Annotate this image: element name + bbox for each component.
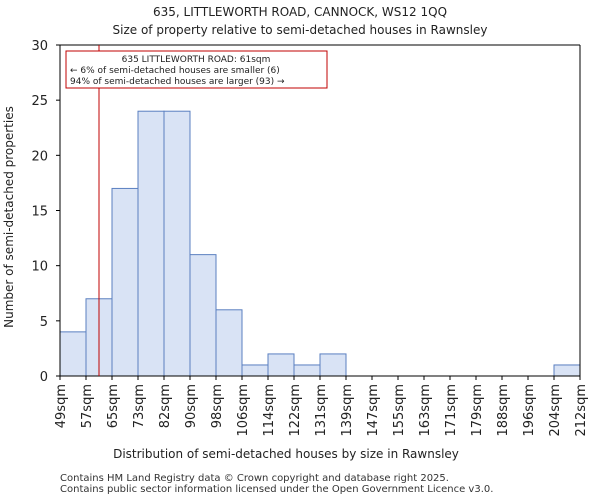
- y-tick-label: 5: [40, 315, 48, 330]
- annotation-box: 635 LITTLEWORTH ROAD: 61sqm ← 6% of semi…: [65, 50, 328, 89]
- annotation-border: [65, 50, 328, 89]
- annotation-line-2: ← 6% of semi-detached houses are smaller…: [70, 66, 280, 76]
- histogram-bar: [59, 331, 87, 377]
- y-tick-label: 20: [31, 149, 48, 164]
- x-tick-label: 49sqm: [54, 384, 69, 428]
- x-tick-label: 90sqm: [184, 384, 199, 428]
- x-tick-label: 122sqm: [288, 384, 303, 437]
- y-tick-label: 25: [31, 94, 48, 109]
- histogram-bar: [553, 364, 581, 377]
- x-tick-label: 73sqm: [132, 384, 147, 428]
- x-tick-label: 155sqm: [392, 384, 407, 437]
- x-tick-label: 196sqm: [522, 384, 537, 437]
- y-tick-label: 30: [31, 39, 48, 54]
- histogram-bar: [319, 353, 347, 377]
- histogram-bar: [241, 364, 269, 377]
- histogram-bar: [137, 110, 165, 377]
- x-tick-label: 179sqm: [470, 384, 485, 437]
- x-tick-label: 65sqm: [106, 384, 121, 428]
- footer-line-1: Contains HM Land Registry data © Crown c…: [60, 473, 449, 484]
- y-axis-label: Number of semi-detached properties: [2, 106, 16, 328]
- x-tick-label: 163sqm: [418, 384, 433, 437]
- histogram-bar: [215, 309, 243, 377]
- x-tick-label: 212sqm: [574, 384, 589, 437]
- x-tick-label: 204sqm: [548, 384, 563, 437]
- annotation-line-1: 635 LITTLEWORTH ROAD: 61sqm: [122, 55, 271, 65]
- histogram-bar: [189, 254, 217, 377]
- y-axis: 0 5 10 15 20 25 30: [31, 39, 60, 385]
- x-tick-label: 131sqm: [314, 384, 329, 437]
- bars-group: [59, 110, 581, 377]
- histogram-bar: [293, 364, 321, 377]
- histogram-bar: [111, 187, 139, 377]
- chart-subtitle: Size of property relative to semi-detach…: [113, 23, 488, 37]
- x-axis: 49sqm 57sqm 65sqm 73sqm 82sqm 90sqm 98sqm 106sq…: [54, 376, 589, 437]
- x-tick-label: 139sqm: [340, 384, 355, 437]
- x-axis-label: Distribution of semi-detached houses by …: [113, 447, 459, 461]
- y-tick-label: 15: [31, 205, 48, 220]
- x-tick-label: 98sqm: [210, 384, 225, 428]
- x-tick-label: 147sqm: [366, 384, 381, 437]
- x-tick-label: 106sqm: [236, 384, 251, 437]
- annotation-line-3: 94% of semi-detached houses are larger (…: [70, 77, 285, 87]
- histogram-bar: [267, 353, 295, 377]
- y-tick-label: 0: [40, 370, 48, 385]
- footer-line-2: Contains public sector information licen…: [60, 484, 494, 495]
- x-tick-label: 114sqm: [262, 384, 277, 437]
- x-tick-label: 171sqm: [444, 384, 459, 437]
- y-tick-label: 10: [31, 260, 48, 275]
- x-tick-label: 82sqm: [158, 384, 173, 428]
- x-tick-label: 57sqm: [80, 384, 95, 428]
- x-tick-label: 188sqm: [496, 384, 511, 437]
- histogram-bar: [163, 110, 191, 377]
- chart-title: 635, LITTLEWORTH ROAD, CANNOCK, WS12 1QQ: [153, 5, 447, 19]
